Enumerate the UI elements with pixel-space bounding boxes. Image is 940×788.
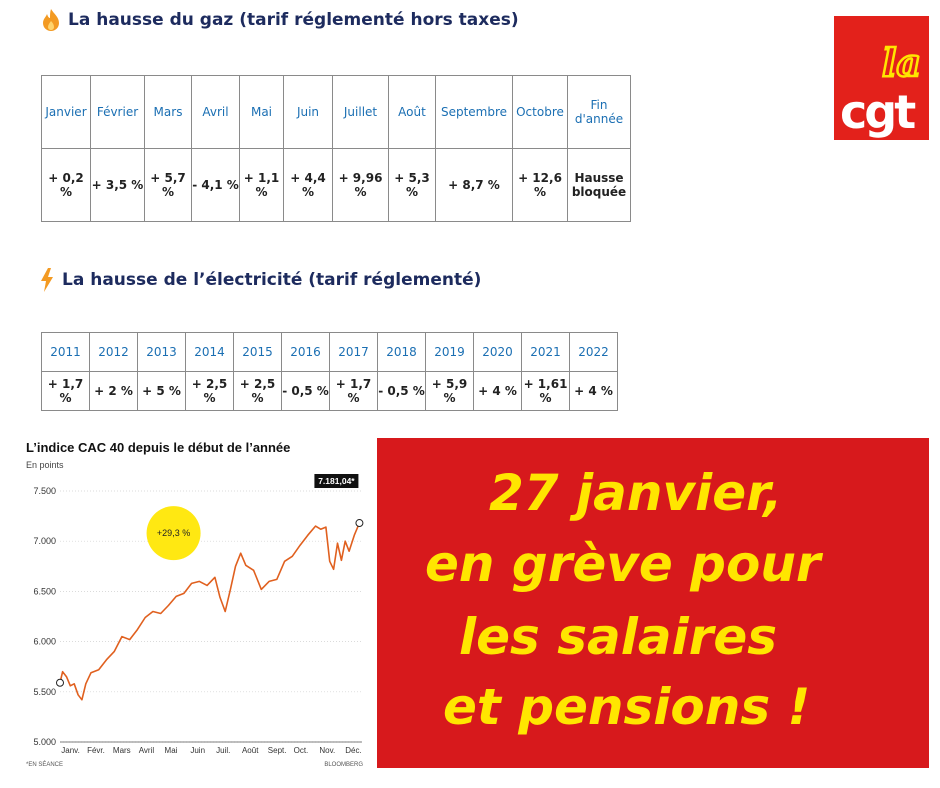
chart-x-tick-label: Août xyxy=(242,746,259,755)
gas-month-header: Avril xyxy=(191,75,240,149)
electricity-rates-table: 2011 2012 2013 2014 2015 2016 2017 2018 … xyxy=(41,332,618,411)
cgt-logo-mark: la cgt xyxy=(840,39,922,139)
chart-y-unit: En points xyxy=(26,460,64,470)
chart-last-value-box xyxy=(314,474,359,488)
cac40-chart: L’indice CAC 40 depuis le début de l’ann… xyxy=(22,436,367,776)
electricity-year-header: 2015 xyxy=(233,332,282,372)
electricity-value-row: + 1,7 % + 2 % + 5 % + 2,5 % + 2,5 % - 0,… xyxy=(41,371,618,411)
gas-month-value: - 4,1 % xyxy=(191,148,240,222)
electricity-section-title: La hausse de l’électricité (tarif réglem… xyxy=(40,268,481,292)
electricity-year-value: + 4 % xyxy=(473,371,522,411)
gas-month-header: Février xyxy=(90,75,145,149)
electricity-year-value: + 1,7 % xyxy=(329,371,378,411)
chart-start-point xyxy=(56,678,64,687)
electricity-year-value: + 2 % xyxy=(89,371,138,411)
electricity-year-header: 2012 xyxy=(89,332,138,372)
electricity-year-value: + 2,5 % xyxy=(185,371,234,411)
chart-end-point xyxy=(355,519,364,528)
chart-y-tick-label: 6.500 xyxy=(33,586,56,596)
chart-x-tick-label: Nov. xyxy=(319,746,335,755)
electricity-year-header: 2013 xyxy=(137,332,186,372)
chart-x-tick-label: Mai xyxy=(165,746,178,755)
chart-y-tick-label: 7.500 xyxy=(33,486,56,496)
banner-line-pensions: et pensions ! xyxy=(443,678,811,736)
electricity-year-value: + 4 % xyxy=(569,371,618,411)
gas-month-header: Fin d'année xyxy=(567,75,631,149)
banner-line-strike: en grève pour xyxy=(425,535,821,593)
gas-month-header: Janvier xyxy=(41,75,91,149)
cgt-logo: la cgt xyxy=(834,16,929,140)
electricity-year-header: 2011 xyxy=(41,332,90,372)
gas-header-row: Janvier Février Mars Avril Mai Juin Juil… xyxy=(41,75,631,149)
electricity-year-value: - 0,5 % xyxy=(377,371,426,411)
chart-title: L’indice CAC 40 depuis le début de l’ann… xyxy=(26,440,291,455)
electricity-year-value: + 1,61 % xyxy=(521,371,570,411)
banner-line-date: 27 janvier, xyxy=(489,464,783,522)
chart-x-tick-label: Mars xyxy=(113,746,131,755)
electricity-header-row: 2011 2012 2013 2014 2015 2016 2017 2018 … xyxy=(41,332,618,372)
chart-last-value-label: 7.181,04* xyxy=(318,476,355,486)
chart-series-line xyxy=(59,522,361,701)
logo-cgt-text: cgt xyxy=(840,85,915,139)
gas-month-value: Hausse bloquée xyxy=(567,148,631,222)
gas-month-value: + 1,1 % xyxy=(239,148,284,222)
gas-month-value: + 12,6 % xyxy=(512,148,568,222)
banner-line-salaries: les salaires xyxy=(459,608,778,666)
chart-y-tick-label: 7.000 xyxy=(33,536,56,546)
logo-la-text: la xyxy=(882,40,921,85)
chart-source-right: BLOOMBERG xyxy=(324,762,363,768)
chart-y-tick-label: 5.000 xyxy=(33,737,56,747)
chart-growth-badge xyxy=(146,506,201,561)
chart-source-left: *EN SÉANCE xyxy=(26,762,64,768)
flame-icon xyxy=(43,9,59,31)
gas-month-header: Mars xyxy=(144,75,192,149)
gas-month-header: Octobre xyxy=(512,75,568,149)
gas-month-header: Septembre xyxy=(435,75,513,149)
gas-month-value: + 5,7 % xyxy=(144,148,192,222)
electricity-year-header: 2022 xyxy=(569,332,618,372)
chart-x-tick-label: Oct. xyxy=(294,746,309,755)
chart-x-tick-label: Avril xyxy=(139,746,155,755)
gas-value-row: + 0,2 % + 3,5 % + 5,7 % - 4,1 % + 1,1 % … xyxy=(41,148,631,222)
chart-x-tick-label: Sept. xyxy=(268,746,287,755)
gas-month-value: + 9,96 % xyxy=(332,148,389,222)
gas-title-text: La hausse du gaz (tarif réglementé hors … xyxy=(68,10,519,30)
gas-month-value: + 0,2 % xyxy=(41,148,91,222)
chart-y-tick-label: 6.000 xyxy=(33,637,56,647)
gas-month-header: Août xyxy=(388,75,436,149)
electricity-year-value: + 1,7 % xyxy=(41,371,90,411)
electricity-year-value: - 0,5 % xyxy=(281,371,330,411)
gas-rates-table: Janvier Février Mars Avril Mai Juin Juil… xyxy=(41,75,631,222)
strike-banner: 27 janvier, en grève pour les salaires e… xyxy=(377,438,929,768)
chart-plot: 7.500 7.000 6.500 6.000 5.500 5.000 Janv. Févr.… xyxy=(33,474,364,755)
electricity-year-value: + 2,5 % xyxy=(233,371,282,411)
gas-month-header: Juillet xyxy=(332,75,389,149)
electricity-year-header: 2021 xyxy=(521,332,570,372)
electricity-title-text: La hausse de l’électricité (tarif réglem… xyxy=(62,270,482,290)
gas-month-header: Mai xyxy=(239,75,284,149)
electricity-year-header: 2020 xyxy=(473,332,522,372)
gas-month-value: + 5,3 % xyxy=(388,148,436,222)
electricity-year-value: + 5,9 % xyxy=(425,371,474,411)
electricity-year-header: 2018 xyxy=(377,332,426,372)
chart-x-tick-label: Juin xyxy=(190,746,205,755)
chart-x-tick-label: Janv. xyxy=(61,746,80,755)
gas-month-value: + 4,4 % xyxy=(283,148,333,222)
chart-x-tick-label: Févr. xyxy=(87,746,105,755)
electricity-year-header: 2019 xyxy=(425,332,474,372)
chart-x-tick-label: Juil. xyxy=(216,746,230,755)
gas-month-header: Juin xyxy=(283,75,333,149)
electricity-year-header: 2014 xyxy=(185,332,234,372)
electricity-year-value: + 5 % xyxy=(137,371,186,411)
chart-x-tick-label: Déc. xyxy=(345,746,361,755)
lightning-icon xyxy=(41,268,53,292)
gas-month-value: + 3,5 % xyxy=(90,148,145,222)
chart-y-tick-label: 5.500 xyxy=(33,687,56,697)
gas-section-title: La hausse du gaz (tarif réglementé hors … xyxy=(42,8,519,32)
gas-month-value: + 8,7 % xyxy=(435,148,513,222)
electricity-year-header: 2016 xyxy=(281,332,330,372)
electricity-year-header: 2017 xyxy=(329,332,378,372)
chart-growth-badge-label: +29,3 % xyxy=(157,528,190,538)
